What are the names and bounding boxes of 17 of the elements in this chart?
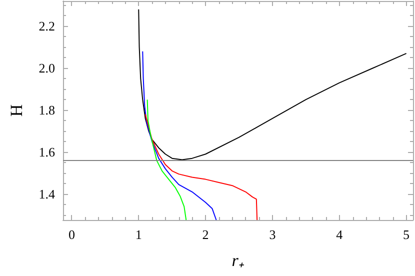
y-tick-label: 2.2: [38, 18, 55, 34]
x-tick-label: 5: [403, 227, 410, 242]
x-tick-label: 4: [336, 227, 344, 242]
y-tick-label: 2.0: [38, 60, 55, 76]
line-series: [138, 8, 407, 160]
line-series: [142, 50, 217, 220]
y-tick-label: 1.6: [38, 144, 56, 160]
x-tick-label: 3: [269, 227, 276, 242]
y-tick-label: 1.4: [38, 186, 56, 202]
y-tick-label: 1.8: [38, 102, 55, 118]
line-series: [144, 114, 258, 220]
x-tick-label: 0: [68, 227, 75, 242]
line-series: [146, 99, 187, 220]
x-tick-label: 1: [135, 227, 142, 242]
x-tick-label: 2: [202, 227, 209, 242]
x-axis-title: r₊: [232, 251, 244, 270]
y-axis-title: H: [7, 104, 26, 117]
